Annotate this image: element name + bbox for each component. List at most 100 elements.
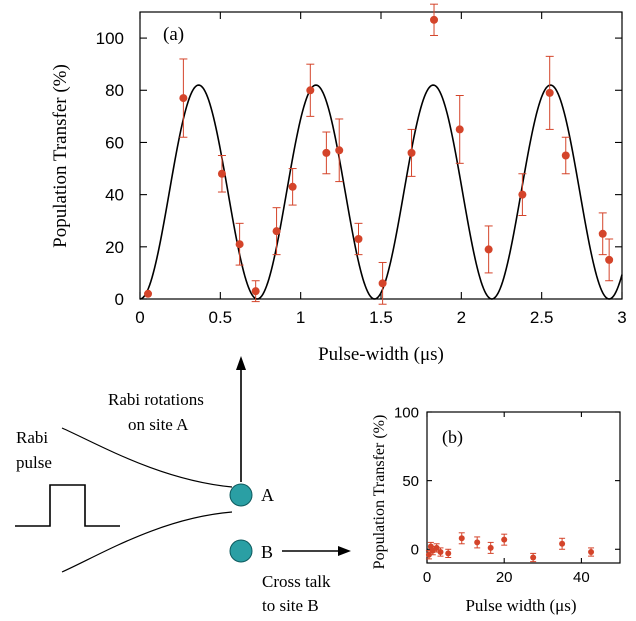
data-point-marker [501, 536, 508, 543]
data-point [474, 536, 481, 549]
data-point-marker [484, 245, 493, 254]
data-point [354, 222, 363, 256]
data-point-marker [437, 549, 444, 556]
rabi-pulse-label-line1: Rabi [16, 428, 48, 447]
schematic-diagram: Rabi pulse Rabi rotations on site A A B … [15, 356, 351, 615]
data-point [144, 289, 153, 298]
y-tick-label: 0 [115, 290, 124, 309]
x-tick-label: 2 [457, 308, 466, 327]
panel-b-xlabel: Pulse width (μs) [465, 596, 576, 615]
data-point [487, 541, 494, 554]
crosstalk-label-line1: Cross talk [262, 572, 331, 591]
data-point [598, 212, 607, 256]
data-point [501, 533, 508, 546]
data-point-marker [235, 240, 244, 249]
data-point [559, 537, 566, 550]
data-point-marker [474, 539, 481, 546]
y-tick-label: 100 [394, 404, 419, 421]
data-point-marker [458, 535, 465, 542]
y-tick-label: 80 [105, 81, 124, 100]
x-tick-label: 0.5 [209, 308, 233, 327]
data-point-marker [518, 190, 527, 199]
data-point [235, 222, 244, 266]
site-a-label: A [261, 485, 274, 505]
rotations-arrow-head [236, 356, 246, 370]
panel-a-ticks: 0 0.5 1 1.5 2 2.5 3 0 20 40 60 80 100 [96, 12, 627, 327]
x-tick-label: 0 [423, 569, 431, 586]
crosstalk-arrow-head [338, 546, 351, 556]
x-tick-label: 1 [296, 308, 305, 327]
x-tick-label: 40 [573, 569, 590, 586]
data-point-marker [588, 549, 595, 556]
data-point-marker [445, 550, 452, 557]
data-point-marker [335, 146, 344, 155]
data-point [217, 155, 226, 193]
data-point-marker [378, 279, 387, 288]
data-point-marker [530, 554, 537, 561]
site-a-circle [229, 483, 253, 507]
panel-a-label: (a) [163, 24, 184, 45]
data-point [455, 94, 464, 164]
data-point [425, 550, 432, 560]
y-tick-label: 100 [96, 29, 124, 48]
rabi-pulse-label-line2: pulse [16, 453, 52, 472]
data-point [605, 238, 614, 282]
data-point-marker [306, 86, 315, 95]
data-point-marker [598, 229, 607, 238]
data-point-marker [545, 88, 554, 97]
y-tick-label: 60 [105, 133, 124, 152]
x-tick-label: 2.5 [530, 308, 554, 327]
crosstalk-label-line2: to site B [262, 596, 319, 615]
data-point [484, 225, 493, 274]
data-point-marker [487, 544, 494, 551]
data-point [179, 58, 188, 138]
panel-b-ticks: 0 20 40 0 50 100 [394, 404, 620, 586]
y-tick-label: 0 [411, 542, 419, 559]
panel-b-ylabel: Population Transfer (%) [371, 415, 388, 570]
data-point [335, 118, 344, 183]
data-point-marker [272, 227, 281, 236]
data-point-marker [430, 15, 439, 24]
panel-a-chart: 0 0.5 1 1.5 2 2.5 3 0 20 40 60 80 100 (a) Pulse-widt… [50, 3, 627, 365]
data-point-marker [407, 148, 416, 157]
y-tick-label: 40 [105, 186, 124, 205]
data-point-marker [179, 94, 188, 103]
data-point [272, 207, 281, 256]
rotations-label-line2: on site A [128, 415, 189, 434]
data-point-marker [354, 234, 363, 243]
panel-a-fit-curve [139, 84, 623, 300]
data-point [251, 280, 260, 303]
x-tick-label: 1.5 [369, 308, 393, 327]
data-point [407, 128, 416, 177]
lower-horn-curve [61, 511, 233, 573]
site-b-circle [229, 539, 253, 563]
data-point-marker [144, 289, 153, 298]
data-point-marker [455, 125, 464, 134]
data-point-marker [559, 540, 566, 547]
x-tick-label: 3 [617, 308, 626, 327]
data-point-marker [251, 287, 260, 296]
data-point [378, 261, 387, 305]
y-tick-label: 20 [105, 238, 124, 257]
panel-b-data-points [425, 532, 595, 563]
data-point [288, 168, 297, 206]
data-point [545, 55, 554, 130]
data-point [561, 136, 570, 175]
x-tick-label: 0 [135, 308, 144, 327]
data-point-marker [433, 544, 440, 551]
data-point [430, 3, 439, 36]
panel-a-xlabel: Pulse-width (μs) [318, 344, 444, 365]
data-point-marker [217, 169, 226, 178]
panel-a-data-points [144, 3, 614, 305]
data-point [518, 173, 527, 217]
panel-a-ylabel: Population Transfer (%) [50, 64, 71, 248]
rotations-label-line1: Rabi rotations [108, 390, 204, 409]
y-tick-label: 50 [402, 473, 419, 490]
site-b-label: B [261, 542, 273, 562]
data-point-marker [605, 255, 614, 264]
panel-b-plot-frame [426, 411, 621, 564]
data-point [322, 131, 331, 175]
data-point-marker [425, 551, 432, 558]
data-point [588, 547, 595, 557]
